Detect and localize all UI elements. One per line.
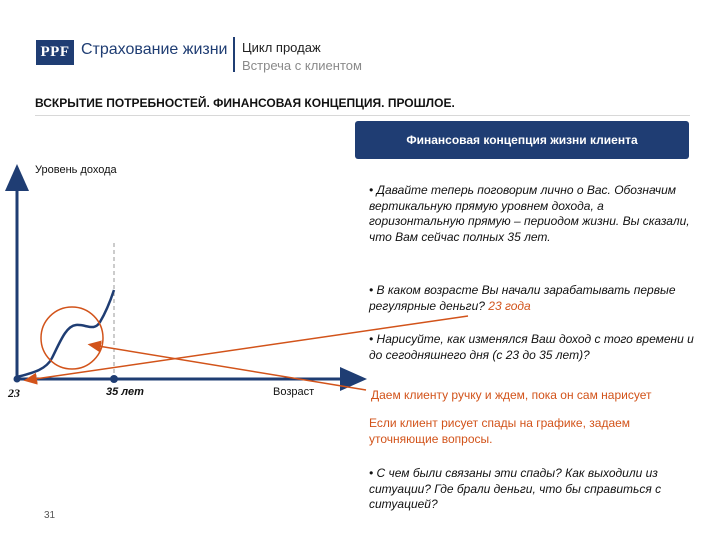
y-axis-label: Уровень дохода — [35, 164, 117, 176]
dips-note: Если клиент рисует спады на графике, зад… — [369, 416, 631, 446]
action-note: Даем клиенту ручку и ждем, пока он сам н… — [371, 388, 652, 402]
logo-text: Страхование жизни — [81, 41, 228, 58]
header-separator — [233, 37, 235, 72]
bullet-start-age-question: • В каком возрасте Вы начали зарабатыват… — [369, 283, 676, 313]
header-subtitle: Встреча с клиентом — [242, 58, 362, 73]
x-axis-label: Возраст — [273, 386, 315, 398]
x-current-age-label: 35 лет — [106, 386, 144, 398]
header-title: Цикл продаж — [242, 40, 321, 55]
x-start-label: 23 — [8, 386, 20, 400]
bullet-draw-income: • Нарисуйте, как изменялся Ваш доход с т… — [369, 332, 694, 362]
bullet-start-age: • В каком возрасте Вы начали зарабатыват… — [369, 283, 694, 314]
heading-divider — [35, 115, 690, 116]
bullet-intro: • Давайте теперь поговорим лично о Вас. … — [369, 183, 690, 244]
dip-highlight-circle — [40, 306, 104, 370]
bullet-dips-questions: • С чем были связаны эти спады? Как выхо… — [369, 466, 662, 511]
concept-banner: Финансовая концепция жизни клиента — [355, 121, 689, 159]
pointer-to-dip — [87, 340, 367, 391]
page-number: 31 — [44, 510, 56, 521]
page-heading: ВСКРЫТИЕ ПОТРЕБНОСТЕЙ. ФИНАНСОВАЯ КОНЦЕП… — [35, 96, 455, 110]
ppf-logo: PPF — [36, 40, 74, 65]
current-age-point — [110, 375, 118, 383]
pointer-to-start — [23, 315, 469, 385]
income-curve — [16, 289, 116, 379]
bullet-start-age-answer: 23 года — [488, 298, 531, 313]
start-point — [13, 375, 21, 383]
